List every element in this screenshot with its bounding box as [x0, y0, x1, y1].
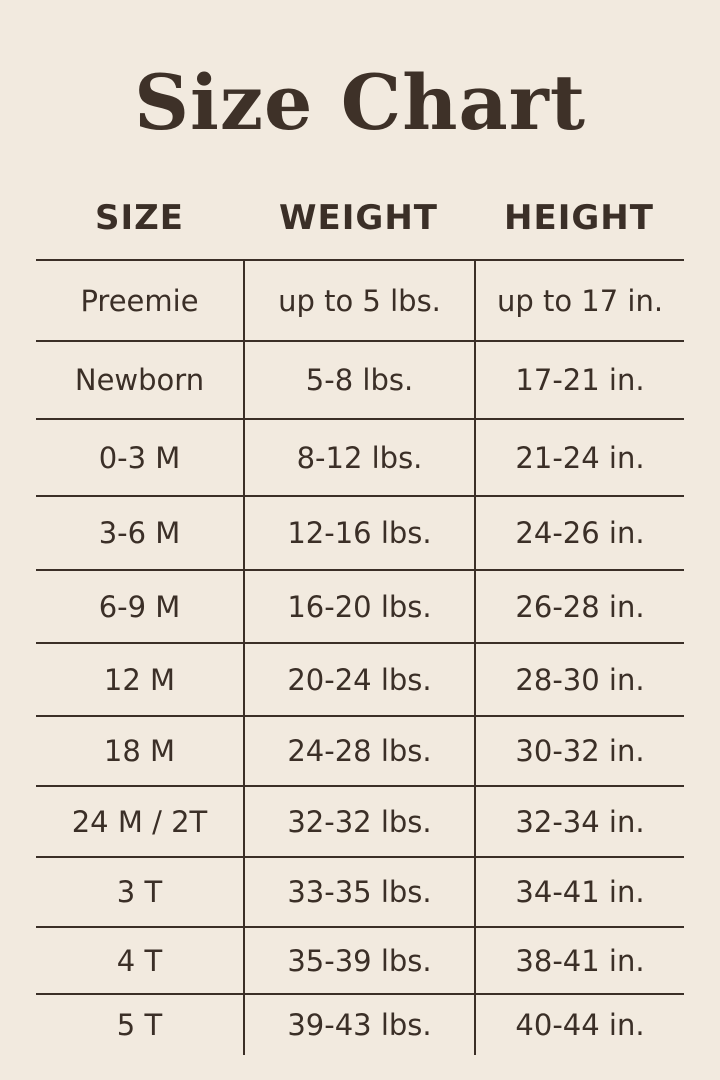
- table-row: 5 T 39-43 lbs. 40-44 in.: [36, 993, 684, 1055]
- table-row: Preemie up to 5 lbs. up to 17 in.: [36, 259, 684, 340]
- size-cell: 3 T: [36, 858, 245, 926]
- height-cell: 24-26 in.: [515, 516, 645, 550]
- table-row: Newborn 5-8 lbs. 17-21 in.: [36, 340, 684, 418]
- table-row: 24 M / 2T 32-32 lbs. 32-34 in.: [36, 785, 684, 856]
- height-cell: 21-24 in.: [515, 440, 645, 475]
- weight-cell: up to 5 lbs.: [245, 261, 476, 340]
- height-cell: up to 17 in.: [496, 283, 664, 318]
- size-cell: 0-3 M: [36, 420, 245, 495]
- height-cell: 17-21 in.: [515, 363, 645, 397]
- table-row: 6-9 M 16-20 lbs. 26-28 in.: [36, 569, 684, 642]
- table-row: 12 M 20-24 lbs. 28-30 in.: [36, 642, 684, 715]
- size-cell: 24 M / 2T: [36, 787, 245, 856]
- height-cell: 30-32 in.: [515, 734, 645, 768]
- header-size: SIZE: [94, 198, 185, 238]
- weight-cell: 24-28 lbs.: [245, 717, 476, 785]
- table-row: 3 T 33-35 lbs. 34-41 in.: [36, 856, 684, 926]
- size-cell: 6-9 M: [36, 571, 245, 642]
- size-cell: 4 T: [36, 928, 245, 993]
- header-height: HEIGHT: [504, 198, 654, 238]
- weight-cell: 39-43 lbs.: [245, 995, 476, 1055]
- table-row: 4 T 35-39 lbs. 38-41 in.: [36, 926, 684, 993]
- size-cell: 12 M: [36, 644, 245, 715]
- size-cell: 18 M: [36, 717, 245, 785]
- weight-cell: 5-8 lbs.: [245, 342, 476, 418]
- height-cell: 38-41 in.: [515, 943, 645, 978]
- table-row: 3-6 M 12-16 lbs. 24-26 in.: [36, 495, 684, 569]
- size-cell: 3-6 M: [36, 497, 245, 569]
- size-cell: Newborn: [36, 342, 245, 418]
- size-table: Preemie up to 5 lbs. up to 17 in. Newborn 5-…: [36, 259, 684, 1055]
- height-cell: 34-41 in.: [515, 875, 645, 909]
- size-cell: Preemie: [36, 261, 245, 340]
- table-row: 0-3 M 8-12 lbs. 21-24 in.: [36, 418, 684, 495]
- table-row: 18 M 24-28 lbs. 30-32 in.: [36, 715, 684, 785]
- header-weight: WEIGHT: [279, 198, 438, 238]
- weight-cell: 16-20 lbs.: [245, 571, 476, 642]
- weight-cell: 32-32 lbs.: [245, 787, 476, 856]
- weight-cell: 33-35 lbs.: [245, 858, 476, 926]
- size-cell: 5 T: [36, 995, 245, 1055]
- height-cell: 32-34 in.: [515, 804, 645, 839]
- weight-cell: 35-39 lbs.: [245, 928, 476, 993]
- weight-cell: 8-12 lbs.: [245, 420, 476, 495]
- height-cell: 28-30 in.: [515, 662, 645, 697]
- weight-cell: 20-24 lbs.: [245, 644, 476, 715]
- page-title: Size Chart: [134, 58, 586, 147]
- height-cell: 26-28 in.: [515, 589, 645, 624]
- height-cell: 40-44 in.: [515, 1008, 645, 1042]
- weight-cell: 12-16 lbs.: [245, 497, 476, 569]
